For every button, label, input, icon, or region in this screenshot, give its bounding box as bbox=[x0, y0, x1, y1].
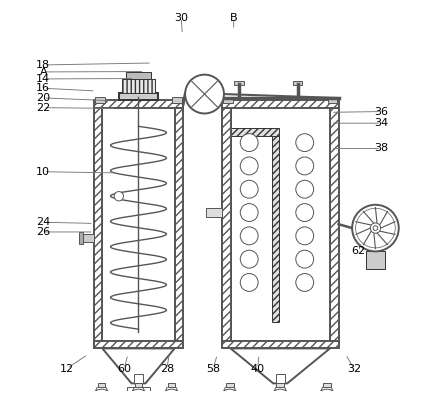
Text: 62: 62 bbox=[352, 246, 366, 256]
Text: 58: 58 bbox=[206, 364, 220, 374]
Text: 20: 20 bbox=[36, 93, 50, 103]
Bar bbox=[222, 108, 230, 341]
Text: 30: 30 bbox=[174, 13, 188, 22]
Text: A: A bbox=[40, 67, 47, 77]
Bar bbox=[94, 108, 103, 341]
Text: 34: 34 bbox=[374, 118, 388, 128]
Circle shape bbox=[219, 389, 241, 394]
Bar bbox=[223, 97, 233, 103]
Bar bbox=[206, 208, 222, 217]
Text: B: B bbox=[230, 13, 238, 22]
Circle shape bbox=[296, 204, 313, 221]
Bar bbox=[172, 97, 182, 103]
Bar bbox=[127, 387, 150, 394]
Bar bbox=[119, 93, 158, 100]
Circle shape bbox=[296, 180, 313, 198]
Bar bbox=[126, 72, 151, 79]
Text: 22: 22 bbox=[36, 103, 51, 113]
Circle shape bbox=[240, 227, 258, 245]
Bar bbox=[134, 374, 143, 383]
Circle shape bbox=[296, 157, 313, 175]
Polygon shape bbox=[103, 348, 174, 383]
Bar bbox=[81, 234, 94, 242]
Circle shape bbox=[240, 250, 258, 268]
Text: 16: 16 bbox=[36, 83, 50, 93]
Text: 18: 18 bbox=[36, 60, 50, 70]
Circle shape bbox=[296, 134, 313, 152]
Bar bbox=[94, 341, 183, 348]
Bar bbox=[293, 80, 302, 85]
Text: 40: 40 bbox=[251, 364, 265, 374]
Bar bbox=[330, 108, 338, 341]
Circle shape bbox=[352, 205, 399, 251]
Text: 10: 10 bbox=[36, 167, 50, 177]
Bar bbox=[323, 383, 331, 387]
Circle shape bbox=[240, 204, 258, 221]
Circle shape bbox=[270, 389, 291, 394]
Circle shape bbox=[240, 180, 258, 198]
Text: 36: 36 bbox=[374, 106, 388, 117]
Polygon shape bbox=[230, 348, 330, 383]
Circle shape bbox=[185, 74, 224, 113]
Text: 38: 38 bbox=[374, 143, 388, 153]
Circle shape bbox=[296, 273, 313, 292]
Circle shape bbox=[240, 134, 258, 152]
Bar bbox=[276, 383, 284, 387]
Bar bbox=[168, 383, 175, 387]
Circle shape bbox=[114, 191, 123, 201]
Text: 12: 12 bbox=[59, 364, 74, 374]
Text: 60: 60 bbox=[117, 364, 131, 374]
Text: 32: 32 bbox=[347, 364, 361, 374]
Bar bbox=[222, 100, 338, 108]
Bar bbox=[234, 80, 244, 85]
Bar bbox=[79, 232, 83, 244]
Text: 28: 28 bbox=[160, 364, 174, 374]
Bar bbox=[135, 383, 143, 387]
Bar bbox=[122, 79, 155, 93]
Circle shape bbox=[127, 389, 149, 394]
Circle shape bbox=[91, 389, 112, 394]
Bar bbox=[230, 128, 279, 136]
Bar bbox=[222, 341, 338, 348]
Bar bbox=[272, 136, 279, 322]
Bar bbox=[276, 374, 285, 383]
Circle shape bbox=[316, 389, 338, 394]
Circle shape bbox=[240, 273, 258, 292]
Bar bbox=[366, 251, 385, 269]
Circle shape bbox=[161, 389, 182, 394]
Circle shape bbox=[240, 157, 258, 175]
Text: 26: 26 bbox=[36, 227, 50, 237]
Bar bbox=[95, 97, 105, 103]
Text: 14: 14 bbox=[36, 74, 50, 84]
Circle shape bbox=[296, 227, 313, 245]
Circle shape bbox=[370, 223, 381, 233]
Circle shape bbox=[296, 250, 313, 268]
Bar bbox=[174, 108, 183, 341]
Text: 24: 24 bbox=[36, 217, 51, 227]
Bar bbox=[98, 383, 106, 387]
Bar bbox=[94, 100, 183, 108]
Bar bbox=[328, 97, 337, 103]
Bar bbox=[226, 383, 234, 387]
Circle shape bbox=[373, 226, 378, 230]
